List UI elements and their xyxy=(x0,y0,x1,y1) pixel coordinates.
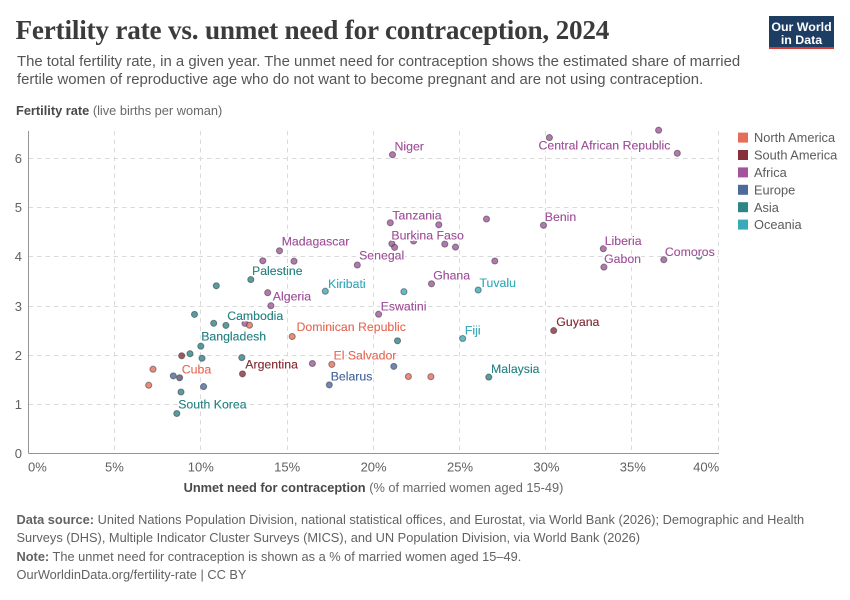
svg-text:Guyana: Guyana xyxy=(556,315,599,329)
svg-text:Niger: Niger xyxy=(395,140,424,154)
svg-text:Liberia: Liberia xyxy=(605,234,642,248)
svg-text:Kiribati: Kiribati xyxy=(328,277,366,291)
svg-text:0%: 0% xyxy=(28,460,47,475)
svg-text:Argentina: Argentina xyxy=(245,358,298,372)
svg-text:Algeria: Algeria xyxy=(273,290,311,304)
svg-text:Argentina: Argentina xyxy=(245,358,298,372)
svg-text:Ghana: Ghana xyxy=(433,268,470,282)
svg-text:1: 1 xyxy=(15,397,22,412)
svg-text:South America: South America xyxy=(754,148,838,163)
svg-text:Senegal: Senegal xyxy=(359,249,404,263)
svg-text:Dominican Republic: Dominican Republic xyxy=(297,320,406,334)
svg-text:Niger: Niger xyxy=(395,140,424,154)
svg-text:4: 4 xyxy=(15,249,22,264)
svg-text:0: 0 xyxy=(15,446,22,461)
svg-text:Burkina Faso: Burkina Faso xyxy=(391,228,464,242)
svg-text:Fiji: Fiji xyxy=(465,324,481,338)
svg-text:Malaysia: Malaysia xyxy=(491,362,540,376)
svg-text:3: 3 xyxy=(15,299,22,314)
svg-text:5%: 5% xyxy=(105,460,124,475)
svg-text:40%: 40% xyxy=(693,460,719,475)
svg-text:Eswatini: Eswatini xyxy=(381,299,427,313)
svg-text:Benin: Benin xyxy=(545,210,577,224)
svg-text:6: 6 xyxy=(15,151,22,166)
svg-text:Belarus: Belarus xyxy=(331,370,373,384)
svg-text:Palestine: Palestine xyxy=(252,264,303,278)
svg-text:Dominican Republic: Dominican Republic xyxy=(297,320,406,334)
svg-text:Gabon: Gabon xyxy=(604,252,641,266)
svg-text:5: 5 xyxy=(15,200,22,215)
svg-text:South Korea: South Korea xyxy=(178,398,247,412)
svg-text:2: 2 xyxy=(15,348,22,363)
svg-text:Algeria: Algeria xyxy=(273,290,311,304)
svg-text:25%: 25% xyxy=(447,460,473,475)
svg-text:Cuba: Cuba xyxy=(182,363,212,377)
svg-text:Central African Republic: Central African Republic xyxy=(539,138,671,152)
svg-text:Cuba: Cuba xyxy=(182,363,212,377)
svg-text:Madagascar: Madagascar xyxy=(282,235,350,249)
svg-text:Belarus: Belarus xyxy=(331,370,373,384)
svg-text:El Salvador: El Salvador xyxy=(334,349,397,363)
svg-text:15%: 15% xyxy=(274,460,300,475)
svg-text:10%: 10% xyxy=(188,460,214,475)
svg-text:Madagascar: Madagascar xyxy=(282,235,350,249)
svg-text:Africa: Africa xyxy=(754,165,788,180)
svg-text:Gabon: Gabon xyxy=(604,252,641,266)
svg-text:Benin: Benin xyxy=(545,210,577,224)
svg-text:North America: North America xyxy=(754,130,836,145)
svg-text:Central African Republic: Central African Republic xyxy=(539,138,671,152)
svg-text:Ghana: Ghana xyxy=(433,268,470,282)
svg-text:Guyana: Guyana xyxy=(556,315,599,329)
svg-text:Palestine: Palestine xyxy=(252,264,303,278)
svg-text:Burkina Faso: Burkina Faso xyxy=(391,228,464,242)
svg-text:Bangladesh: Bangladesh xyxy=(201,330,266,344)
svg-text:20%: 20% xyxy=(361,460,387,475)
svg-text:South Korea: South Korea xyxy=(178,398,247,412)
svg-text:Liberia: Liberia xyxy=(605,234,642,248)
svg-text:Bangladesh: Bangladesh xyxy=(201,330,266,344)
svg-text:30%: 30% xyxy=(533,460,559,475)
svg-text:Tuvalu: Tuvalu xyxy=(480,276,517,290)
svg-text:Cambodia: Cambodia xyxy=(227,309,283,323)
svg-text:Comoros: Comoros xyxy=(665,245,715,259)
svg-text:Eswatini: Eswatini xyxy=(381,299,427,313)
svg-text:Tanzania: Tanzania xyxy=(392,208,441,222)
svg-text:Unmet need for contraception (: Unmet need for contraception (% of marri… xyxy=(184,480,564,495)
svg-text:Tanzania: Tanzania xyxy=(392,208,441,222)
svg-text:Asia: Asia xyxy=(754,200,780,215)
svg-text:Fertility rate (live births pe: Fertility rate (live births per woman) xyxy=(16,103,222,118)
svg-text:Fiji: Fiji xyxy=(465,324,481,338)
svg-text:Tuvalu: Tuvalu xyxy=(480,276,517,290)
svg-text:35%: 35% xyxy=(620,460,646,475)
svg-text:El Salvador: El Salvador xyxy=(334,349,397,363)
svg-text:Europe: Europe xyxy=(754,182,795,197)
svg-text:Senegal: Senegal xyxy=(359,249,404,263)
svg-text:Cambodia: Cambodia xyxy=(227,309,283,323)
svg-text:Comoros: Comoros xyxy=(665,245,715,259)
svg-text:Oceania: Oceania xyxy=(754,217,803,232)
svg-text:Kiribati: Kiribati xyxy=(328,277,366,291)
svg-text:Malaysia: Malaysia xyxy=(491,362,540,376)
